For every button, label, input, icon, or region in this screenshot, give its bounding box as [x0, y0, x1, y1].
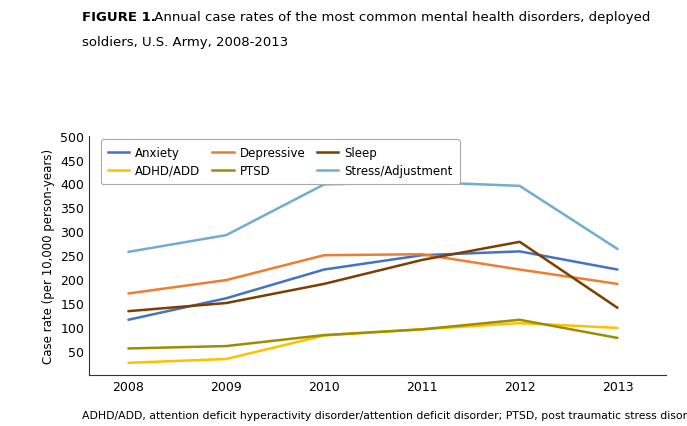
- ADHD/ADD: [515, 321, 523, 326]
- Stress/Adjustment: [418, 180, 426, 185]
- Line: Stress/Adjustment: Stress/Adjustment: [128, 183, 618, 252]
- Sleep: [613, 305, 622, 311]
- Sleep: [515, 240, 523, 245]
- Anxiety: [320, 268, 328, 273]
- ADHD/ADD: [222, 357, 230, 362]
- Text: Annual case rates of the most common mental health disorders, deployed: Annual case rates of the most common men…: [150, 11, 650, 23]
- ADHD/ADD: [124, 360, 133, 366]
- Line: Sleep: Sleep: [128, 242, 618, 311]
- Depressive: [124, 291, 133, 296]
- Sleep: [222, 301, 230, 306]
- ADHD/ADD: [613, 325, 622, 331]
- Depressive: [222, 278, 230, 283]
- Sleep: [418, 258, 426, 263]
- PTSD: [320, 333, 328, 338]
- Line: PTSD: PTSD: [128, 320, 618, 348]
- Depressive: [418, 252, 426, 257]
- Anxiety: [222, 296, 230, 301]
- ADHD/ADD: [320, 333, 328, 338]
- Text: ADHD/ADD, attention deficit hyperactivity disorder/attention deficit disorder; P: ADHD/ADD, attention deficit hyperactivit…: [82, 410, 687, 420]
- Y-axis label: Case rate (per 10,000 person-years): Case rate (per 10,000 person-years): [42, 148, 55, 363]
- Text: FIGURE 1.: FIGURE 1.: [82, 11, 157, 23]
- PTSD: [515, 317, 523, 322]
- Legend: Anxiety, ADHD/ADD, Depressive, PTSD, Sleep, Stress/Adjustment: Anxiety, ADHD/ADD, Depressive, PTSD, Sle…: [101, 140, 460, 184]
- PTSD: [222, 344, 230, 349]
- Stress/Adjustment: [222, 233, 230, 238]
- PTSD: [418, 327, 426, 332]
- Sleep: [320, 282, 328, 287]
- Anxiety: [613, 268, 622, 273]
- ADHD/ADD: [418, 327, 426, 332]
- Stress/Adjustment: [320, 182, 328, 187]
- Depressive: [320, 253, 328, 258]
- PTSD: [613, 336, 622, 341]
- Stress/Adjustment: [613, 247, 622, 252]
- Anxiety: [515, 249, 523, 254]
- Stress/Adjustment: [124, 250, 133, 255]
- Anxiety: [124, 317, 133, 322]
- PTSD: [124, 346, 133, 351]
- Depressive: [613, 282, 622, 287]
- Line: Anxiety: Anxiety: [128, 252, 618, 320]
- Text: soldiers, U.S. Army, 2008-2013: soldiers, U.S. Army, 2008-2013: [82, 36, 289, 49]
- Sleep: [124, 309, 133, 314]
- Depressive: [515, 268, 523, 273]
- Line: Depressive: Depressive: [128, 255, 618, 294]
- Anxiety: [418, 253, 426, 258]
- Line: ADHD/ADD: ADHD/ADD: [128, 323, 618, 363]
- Stress/Adjustment: [515, 184, 523, 189]
